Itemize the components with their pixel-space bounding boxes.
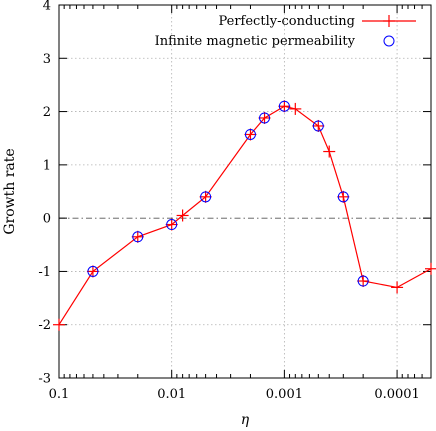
y-tick-label: 3: [43, 52, 51, 67]
axis-ticks: [58, 4, 432, 379]
perfectly-conducting-point: [53, 318, 65, 331]
x-tick-label: 0.0001: [374, 387, 420, 402]
perfectly-conducting-point: [391, 281, 404, 294]
perfectly-conducting-point: [176, 209, 189, 222]
perfectly-conducting-point: [337, 190, 350, 203]
perfectly-conducting-point: [323, 145, 336, 158]
perfectly-conducting-point: [357, 275, 370, 288]
y-axis-label: Growth rate: [2, 148, 18, 234]
perfectly-conducting-point: [131, 230, 144, 243]
perfectly-conducting-point: [165, 218, 178, 231]
infinite-permeability-point: [278, 100, 290, 112]
grid: [58, 5, 431, 378]
perfectly-conducting-point: [199, 190, 212, 203]
perfectly-conducting-line: [58, 105, 432, 326]
perfectly-conducting-point: [258, 111, 271, 124]
series: [53, 100, 436, 331]
y-tick-label: -2: [38, 318, 51, 333]
infinite-permeability-point: [357, 275, 369, 287]
x-axis-label: η: [241, 412, 250, 428]
x-tick-label: 0.001: [266, 387, 303, 402]
legend-marker-perfectly-conducting: [383, 15, 395, 27]
infinite-permeability-point: [200, 191, 212, 203]
x-tick-label: 0.01: [157, 387, 186, 402]
legend-label-infinite-magnetic-permeability: Infinite magnetic permeability: [155, 34, 356, 49]
infinite-permeability-point: [166, 219, 178, 231]
legend: Perfectly-conducting Infinite magnetic p…: [155, 14, 416, 49]
x-tick-labels: 0.1 0.01 0.001 0.0001: [49, 387, 420, 402]
y-tick-label: 1: [43, 158, 51, 173]
infinite-permeability-point: [337, 191, 349, 203]
perfectly-conducting-point: [425, 262, 436, 275]
y-tick-label: 4: [43, 0, 51, 14]
x-tick-label: 0.1: [49, 387, 70, 402]
infinite-permeability-point: [259, 112, 271, 124]
perfectly-conducting-point: [86, 265, 99, 278]
perfectly-conducting-point: [312, 119, 325, 132]
infinite-permeability-point: [244, 128, 256, 140]
y-tick-label: 2: [43, 105, 51, 120]
perfectly-conducting-point: [289, 102, 302, 115]
infinite-permeability-point: [87, 265, 99, 277]
infinite-permeability-point: [132, 231, 144, 243]
y-tick-label: -1: [38, 265, 51, 280]
y-tick-label: -3: [38, 372, 51, 387]
y-tick-label: 0: [43, 212, 51, 227]
perfectly-conducting-point: [244, 128, 257, 141]
plot-frame: [58, 4, 432, 379]
infinite-permeability-point: [312, 120, 324, 132]
y-tick-labels: -3 -2 -1 0 1 2 3 4: [38, 0, 51, 387]
perfectly-conducting-point: [278, 100, 291, 113]
legend-marker-infinite-magnetic-permeability: [383, 35, 395, 47]
legend-label-perfectly-conducting: Perfectly-conducting: [218, 14, 355, 29]
